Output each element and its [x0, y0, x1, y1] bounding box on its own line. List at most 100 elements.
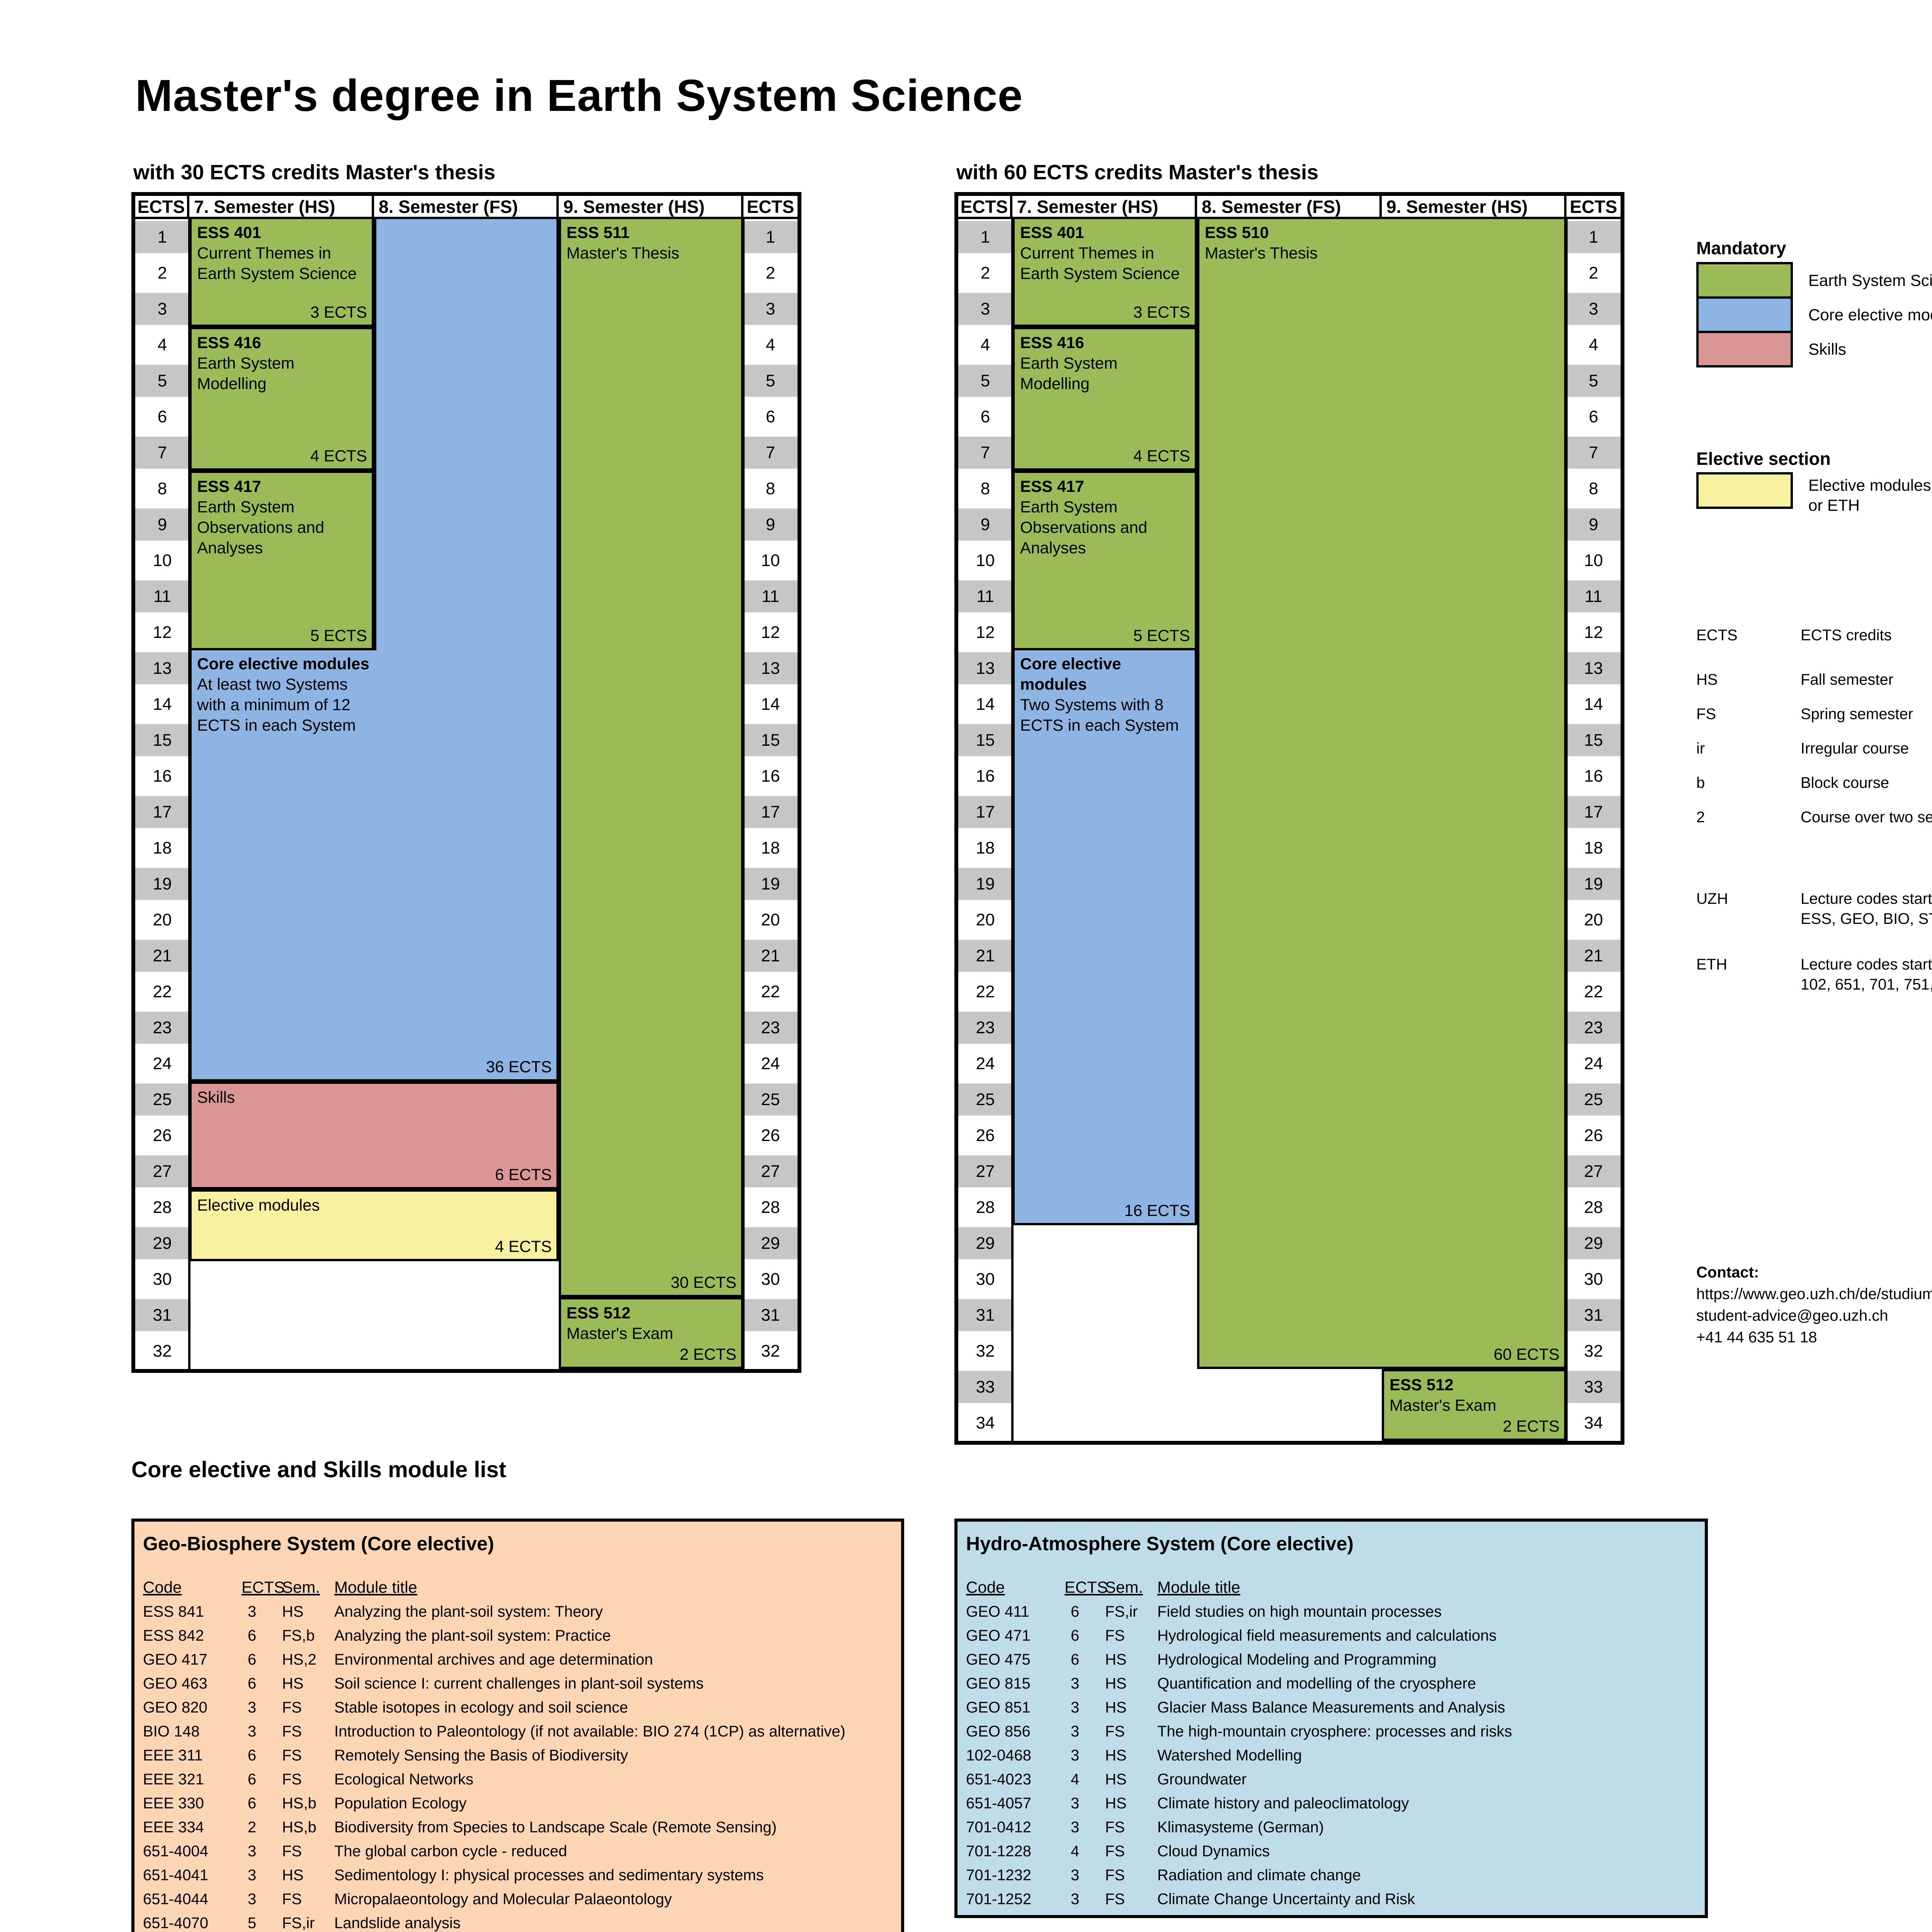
module-cell-mcode: ESS 841	[143, 1603, 204, 1620]
ects-row-number: 11	[743, 578, 798, 614]
module-row: 651-4023 4 HS Groundwater	[957, 1767, 1705, 1791]
module-cell-msem: HS	[1105, 1675, 1127, 1692]
module-list-heading: Core elective and Skills module list	[131, 1457, 507, 1482]
module-cell-mname: Stable isotopes in ecology and soil scie…	[334, 1699, 628, 1716]
ects-row-number: 25	[743, 1082, 798, 1117]
module-row: GEO 463 6 HS Soil science I: current challe…	[134, 1672, 901, 1696]
module-cell-mcode: BIO 148	[143, 1723, 200, 1740]
ects-number-column-right: 1 2 3 4 5 6 7 8 9 10 11 12 13 14 15 16 17 18 19 20 21 22 23 24 2…	[743, 219, 798, 1369]
ects-row-number: 22	[976, 982, 995, 1001]
module-cell-msem: FS,ir	[1105, 1603, 1138, 1620]
module-cell-mects: 3	[1071, 1723, 1080, 1740]
legend-mandatory-title: Mandatory	[1696, 238, 1786, 258]
module-cell-msem: FS	[1105, 1890, 1125, 1908]
abbreviation-term: ETH	[1696, 956, 1727, 973]
module-cell-mname: The high-mountain cryosphere: processes …	[1157, 1723, 1512, 1740]
module-cell-mects: 3	[1071, 1747, 1080, 1764]
ects-row-number: 1	[958, 219, 1012, 255]
ects-row-number: 30	[976, 1269, 995, 1289]
legend-swatch-elective	[1696, 472, 1793, 509]
ects-row-number: 25	[1566, 1082, 1621, 1117]
ects-row-number: 27	[743, 1153, 798, 1189]
ects-row-number: 24	[153, 1054, 172, 1073]
ects-row-number: 20	[761, 910, 780, 929]
module-row: ESS 841 3 HS Analyzing the plant-soil syste…	[134, 1600, 901, 1624]
module-row: 701-1228 4 FS Cloud Dynamics	[957, 1839, 1705, 1863]
abbreviation-description: Fall semester	[1801, 671, 1894, 688]
page-title: Master's degree in Earth System Science	[135, 70, 1023, 121]
ects-row-number: 4	[765, 335, 776, 354]
ects-row-number: 2	[1588, 263, 1599, 282]
ects-row-number: 19	[743, 866, 798, 902]
module-cell-mcode: GEO 820	[143, 1699, 207, 1716]
module-row: EEE 321 6 FS Ecological Networks	[134, 1767, 901, 1791]
ects-row-number: 12	[1584, 622, 1603, 642]
module-cell-mects: 3	[1071, 1818, 1080, 1836]
module-cell-mcode: 651-4070	[143, 1914, 209, 1932]
ects-row-number: 29	[1566, 1225, 1621, 1261]
ects-row-number: 21	[135, 938, 189, 974]
ects-row-number: 16	[153, 766, 172, 786]
module-row: 651-4004 3 FS The global carbon cycle - red…	[134, 1839, 901, 1863]
contact-url[interactable]: https://www.geo.uzh.ch/de/studium.html	[1696, 1286, 1932, 1303]
abbreviation-term: ECTS	[1696, 627, 1738, 644]
module-cell-mcode: EEE 334	[143, 1818, 204, 1836]
module-cell-mname: Analyzing the plant-soil system: Theory	[334, 1603, 603, 1620]
module-cell-msem: FS	[1105, 1842, 1125, 1860]
block-core-elective: Core elective modules Two Systems with 8…	[1012, 650, 1197, 1225]
module-cell-mects: 6	[1071, 1603, 1080, 1620]
module-row: GEO 471 6 FS Hydrological field measurement…	[957, 1624, 1705, 1648]
module-row: 701-1252 3 FS Climate Change Uncertainty an…	[957, 1887, 1705, 1911]
module-cell-mname: Watershed Modelling	[1157, 1747, 1302, 1764]
column-header-sem7: 7. Semester (HS)	[189, 196, 374, 219]
ects-row-number: 8	[1588, 479, 1599, 498]
block-ess401: ESS 401 Current Themes in Earth System S…	[1012, 219, 1197, 327]
ects-row-number: 3	[743, 291, 798, 327]
block-ects-sum: 4 ECTS	[310, 447, 367, 465]
module-cell-mects: 3	[248, 1723, 257, 1740]
ects-row-number: 5	[958, 363, 1012, 399]
module-row: EEE 334 2 HS,b Biodiversity from Species to…	[134, 1815, 901, 1839]
module-row: 651-4070 5 FS,ir Landslide analysis	[134, 1911, 901, 1932]
module-cell-mcode: 701-0412	[966, 1818, 1032, 1836]
module-cell-msem: HS	[1105, 1699, 1127, 1716]
ects-row-number: 7	[743, 435, 798, 471]
module-cell-mects: 6	[248, 1747, 257, 1764]
module-cell-msem: FS	[282, 1699, 302, 1716]
ects-row-number: 17	[135, 794, 189, 830]
table-column-headers: Code ECTS Sem. Module title	[966, 1578, 1240, 1596]
block-ess401: ESS 401 Current Themes in Earth System S…	[189, 219, 374, 327]
block-ess511-thesis: ESS 511 Master's Thesis 30 ECTS	[559, 219, 743, 1297]
abbreviation-description: Block course	[1801, 774, 1889, 791]
ects-row-number: 3	[1566, 291, 1621, 327]
block-ects-sum: 4 ECTS	[495, 1237, 552, 1255]
ects-row-number: 10	[761, 551, 780, 570]
module-cell-msem: FS	[282, 1770, 302, 1788]
ects-row-number: 12	[761, 622, 780, 642]
abbreviation-description: Irregular course	[1801, 740, 1909, 757]
ects-row-number: 18	[1584, 838, 1603, 857]
module-row: GEO 820 3 FS Stable isotopes in ecology and…	[134, 1696, 901, 1719]
module-cell-mects: 6	[248, 1651, 257, 1668]
ects-row-number: 22	[1584, 982, 1603, 1001]
ects-row-number: 12	[153, 622, 172, 642]
module-cell-mname: Field studies on high mountain processes	[1157, 1603, 1442, 1620]
module-cell-msem: HS	[1105, 1651, 1127, 1668]
abbreviation-description: ECTS credits	[1801, 627, 1892, 644]
module-cell-mects: 6	[1071, 1627, 1080, 1644]
table-column-headers: Code ECTS Sem. Module title	[143, 1578, 417, 1596]
ects-row-number: 32	[761, 1341, 780, 1361]
ects-row-number: 5	[1566, 363, 1621, 399]
module-cell-mects: 6	[248, 1770, 257, 1788]
block-ects-sum: 3 ECTS	[310, 303, 367, 321]
contact-email[interactable]: student-advice@geo.uzh.ch	[1696, 1307, 1888, 1324]
module-cell-mects: 3	[1071, 1890, 1080, 1908]
ects-row-number: 17	[958, 794, 1012, 830]
ects-row-number: 29	[135, 1225, 189, 1261]
module-cell-mcode: GEO 471	[966, 1627, 1031, 1644]
module-cell-mects: 3	[248, 1866, 257, 1884]
ects-row-number: 29	[743, 1225, 798, 1261]
block-ects-sum: 30 ECTS	[670, 1273, 736, 1291]
ects-row-number: 21	[743, 938, 798, 974]
contact-heading: Contact:	[1696, 1264, 1759, 1281]
